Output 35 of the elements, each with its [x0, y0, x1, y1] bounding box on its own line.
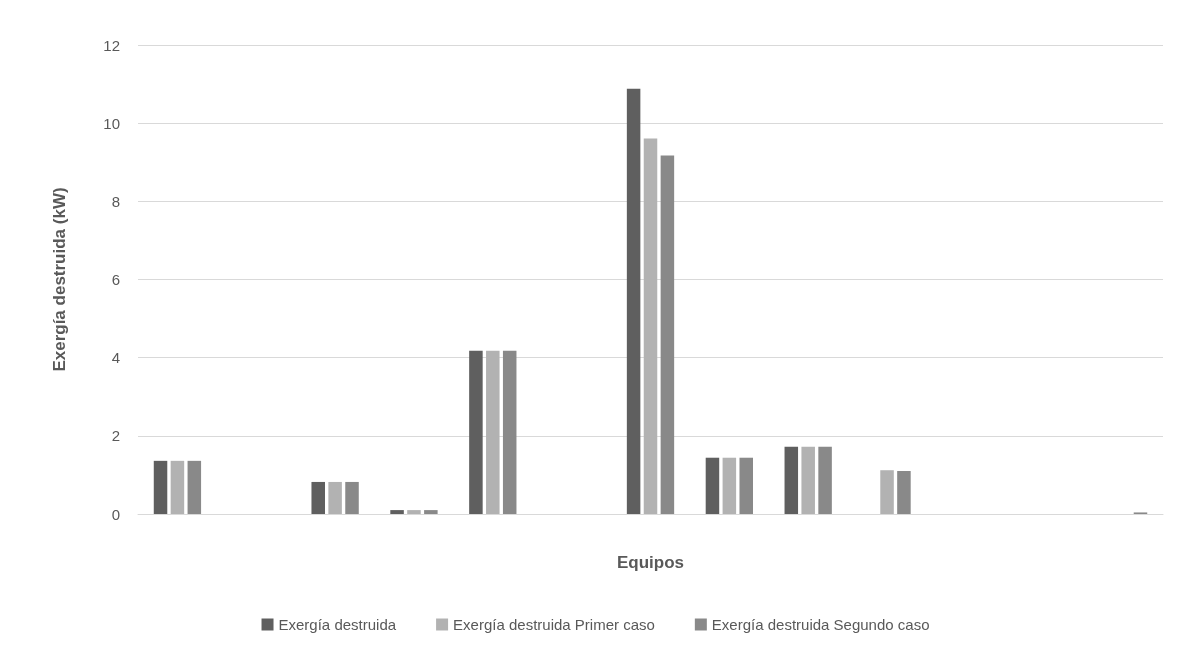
bar [328, 481, 342, 514]
y-tick-label: 0 [111, 505, 120, 523]
y-tick-label: 4 [111, 349, 120, 367]
bar [311, 481, 325, 514]
bar [390, 510, 404, 514]
bar [424, 510, 438, 514]
bar [801, 446, 815, 514]
y-tick-label: 10 [103, 114, 120, 132]
y-tick-label: 12 [103, 36, 120, 54]
bar [486, 350, 500, 514]
bar [784, 446, 799, 514]
y-tick-label: 6 [111, 271, 120, 288]
bar [880, 470, 894, 514]
x-axis-title: Equipos [616, 553, 685, 572]
legend-label: Exergía destruida Segundo caso [711, 616, 930, 633]
y-tick-label: 2 [111, 427, 120, 445]
bar [187, 460, 202, 514]
bar [660, 155, 675, 514]
bar [739, 457, 753, 514]
bar [469, 350, 483, 514]
bar [818, 446, 832, 514]
bar [170, 460, 185, 514]
bar [407, 510, 421, 514]
y-axis-title: Exergía destruida (kW) [50, 187, 69, 372]
bar [345, 481, 359, 514]
bar [643, 138, 658, 514]
bar [502, 350, 517, 514]
legend-label: Exergía destruida Primer caso [453, 616, 655, 633]
bar [626, 88, 641, 514]
legend-label: Exergía destruida [278, 616, 397, 633]
y-tick-label: 8 [111, 192, 120, 210]
bar [153, 460, 168, 514]
bar [722, 457, 737, 514]
bar [897, 471, 911, 514]
bar [705, 457, 720, 514]
